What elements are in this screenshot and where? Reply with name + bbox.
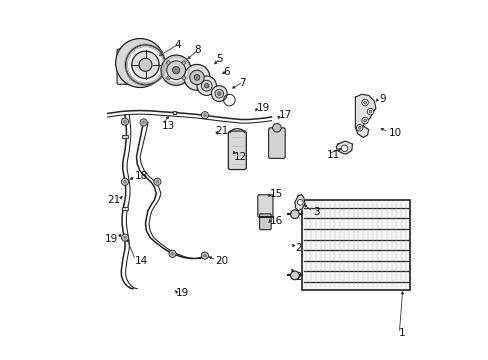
Circle shape	[341, 145, 347, 152]
Circle shape	[204, 84, 208, 88]
Text: 15: 15	[269, 189, 283, 199]
Text: 2: 2	[294, 243, 301, 253]
Text: 11: 11	[326, 150, 340, 160]
Circle shape	[153, 178, 161, 185]
Text: 12: 12	[233, 152, 246, 162]
Circle shape	[297, 199, 303, 205]
Circle shape	[166, 61, 170, 64]
Text: 19: 19	[176, 288, 189, 298]
Text: 13: 13	[162, 121, 175, 131]
Polygon shape	[336, 141, 352, 154]
Circle shape	[121, 118, 128, 125]
Circle shape	[361, 99, 367, 106]
Circle shape	[201, 112, 208, 119]
Circle shape	[161, 55, 191, 85]
FancyBboxPatch shape	[228, 131, 246, 170]
FancyBboxPatch shape	[257, 195, 272, 217]
Circle shape	[194, 75, 200, 80]
Text: 21: 21	[107, 195, 120, 205]
Circle shape	[189, 70, 204, 85]
Circle shape	[182, 61, 185, 64]
Circle shape	[356, 125, 362, 131]
Bar	[172, 111, 176, 114]
Bar	[122, 207, 127, 210]
Text: 8: 8	[194, 45, 201, 55]
Circle shape	[290, 210, 299, 219]
Text: 17: 17	[278, 110, 291, 120]
Circle shape	[140, 119, 147, 126]
Circle shape	[155, 180, 159, 184]
Polygon shape	[294, 194, 305, 211]
Text: 2: 2	[294, 272, 301, 282]
FancyBboxPatch shape	[268, 128, 285, 158]
Circle shape	[215, 89, 223, 98]
Bar	[122, 135, 127, 138]
Text: 1: 1	[399, 328, 405, 338]
Circle shape	[182, 76, 185, 80]
Circle shape	[217, 92, 221, 95]
Circle shape	[197, 76, 216, 95]
Bar	[302, 200, 409, 290]
Circle shape	[203, 113, 206, 117]
Circle shape	[123, 236, 126, 239]
Text: 7: 7	[239, 78, 245, 88]
Circle shape	[201, 252, 208, 259]
Circle shape	[203, 254, 206, 257]
Circle shape	[211, 86, 227, 102]
Text: 10: 10	[387, 128, 401, 138]
Circle shape	[132, 51, 159, 78]
Circle shape	[123, 120, 126, 123]
Circle shape	[123, 180, 126, 184]
FancyBboxPatch shape	[117, 49, 150, 84]
Circle shape	[363, 101, 366, 104]
Circle shape	[366, 108, 373, 115]
FancyBboxPatch shape	[259, 214, 270, 230]
Text: 5: 5	[216, 54, 222, 64]
Text: 6: 6	[223, 67, 229, 77]
Circle shape	[115, 39, 164, 87]
Circle shape	[172, 67, 179, 74]
Text: 16: 16	[269, 216, 283, 226]
Text: 19: 19	[257, 103, 270, 113]
Text: 20: 20	[215, 256, 228, 266]
Polygon shape	[355, 94, 375, 138]
Circle shape	[168, 250, 176, 257]
Circle shape	[363, 119, 366, 122]
Circle shape	[166, 76, 170, 80]
Circle shape	[125, 45, 165, 85]
Circle shape	[183, 64, 209, 90]
Text: 18: 18	[134, 171, 148, 181]
Text: 4: 4	[174, 40, 181, 50]
Text: 3: 3	[312, 207, 319, 217]
Text: 14: 14	[134, 256, 148, 266]
Circle shape	[290, 271, 299, 280]
Circle shape	[201, 80, 212, 91]
Text: 19: 19	[105, 234, 118, 244]
Circle shape	[272, 123, 281, 132]
Text: 21: 21	[215, 126, 228, 136]
Circle shape	[142, 121, 145, 124]
Circle shape	[358, 126, 361, 129]
Circle shape	[361, 117, 367, 124]
Circle shape	[121, 234, 128, 241]
Text: 9: 9	[379, 94, 386, 104]
Circle shape	[121, 178, 128, 185]
Circle shape	[166, 61, 185, 80]
Circle shape	[139, 58, 152, 71]
Circle shape	[368, 110, 371, 113]
Circle shape	[170, 252, 174, 256]
